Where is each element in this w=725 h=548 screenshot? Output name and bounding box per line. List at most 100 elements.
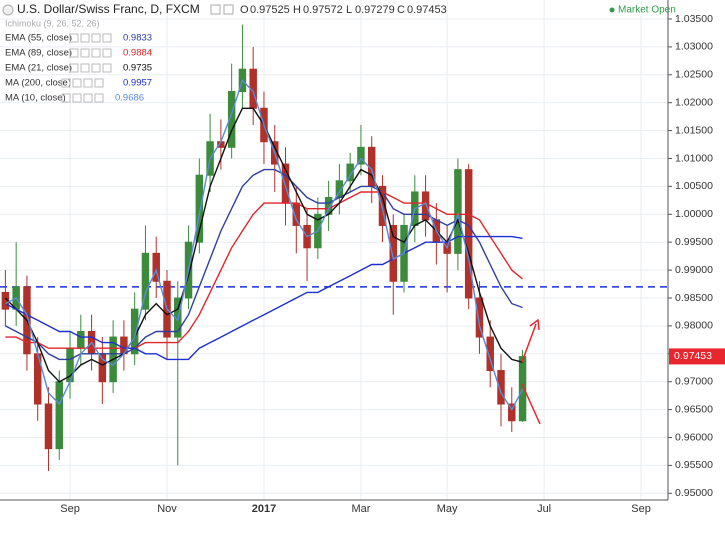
y-tick-label: 0.99500 [675,236,713,248]
candle-body [475,297,484,338]
arrow-up [521,323,537,363]
x-tick-label: Sep [631,503,651,515]
arrow-down [521,383,541,425]
chart-title: U.S. Dollar/Swiss Franc, D, FXCM [17,2,200,16]
candle-body [518,356,527,422]
legend-name: MA (200, close) [5,78,71,89]
legend-icon [69,63,79,73]
candle-body [152,252,160,282]
symbol-icon [2,4,14,16]
y-tick-label: 0.95500 [675,459,713,471]
price-tag-label: 0.97453 [674,350,712,362]
candle-body [454,169,462,254]
y-tick-label: 0.99000 [675,264,713,276]
y-tick-label: 1.03500 [675,13,713,25]
x-tick-label: Sep [60,503,80,515]
legend-value: 0.9735 [123,63,152,74]
arrow-head [529,318,540,331]
legend-name: EMA (55, close) [5,33,72,44]
legend-value: 0.9884 [123,48,152,59]
legend-name: MA (10, close) [5,93,66,104]
candle-body [77,330,85,349]
legend-icon [94,78,104,88]
inactive-indicator: Ichimoku (9, 26, 52, 26) [5,18,100,28]
candle-body [508,403,516,422]
price-tag [669,348,725,365]
indicator-line [5,235,523,361]
legend: U.S. Dollar/Swiss Franc, D, FXCM O 0.975… [2,2,676,104]
ohlc-label: C [397,4,405,16]
legend-icon [80,48,90,58]
legend-icon [83,93,93,103]
candle-body [464,169,473,299]
x-tick-label: May [437,503,458,515]
candle-body [98,353,107,383]
y-tick-label: 0.95000 [675,487,713,499]
y-tick-label: 1.00500 [675,180,713,192]
y-tick-label: 1.03000 [675,41,713,53]
candle-body [497,370,505,405]
legend-icon [61,93,71,103]
plot [0,24,668,471]
candle-body [486,336,494,372]
candle-body [227,91,236,148]
candle-body [55,381,63,450]
y-tick-label: 0.96500 [675,403,713,415]
legend-icon [80,63,90,73]
x-tick-label: Jul [537,503,551,515]
y-tick-label: 1.02500 [675,69,713,81]
legend-icon [69,33,79,43]
y-tick-label: 1.02000 [675,96,713,108]
legend-icon [72,78,82,88]
x-tick-label: Mar [351,503,370,515]
legend-icon [102,48,112,58]
status-dot [609,7,615,13]
legend-icon [102,33,112,43]
legend-icon [94,93,104,103]
legend-value: 0.9957 [123,78,152,89]
indicator-line [5,79,524,411]
legend-icon [69,48,79,58]
candle-body [44,403,53,450]
drawings [521,318,541,425]
y-tick-label: 1.00000 [675,208,713,220]
y-tick-label: 0.98500 [675,292,713,304]
legend-value: 0.9686 [115,93,144,104]
legend-name: EMA (21, close) [5,63,72,74]
candle-body [195,174,204,243]
candle-body [357,146,365,165]
x-tick-label: 2017 [252,503,276,515]
market-status: Market Open [618,5,676,16]
legend-icon [80,33,90,43]
x-tick-label: Nov [157,503,177,515]
candle-body [389,224,397,282]
y-tick-label: 1.01000 [675,152,713,164]
toolbar-icons [210,4,234,15]
candle-body [378,185,387,226]
y-tick-label: 1.01500 [675,124,713,136]
indicator-line [5,168,523,361]
legend-icon [72,93,82,103]
legend-icon [91,63,101,73]
ohlc-value: 0.97453 [407,4,447,16]
candle-body [346,163,354,182]
legend-icon [91,48,101,58]
legend-name: EMA (89, close) [5,48,72,59]
y-tick-label: 0.97000 [675,375,713,387]
y-tick-label: 0.96000 [675,431,713,443]
ohlc-label: H [293,4,301,16]
legend-icon [102,63,112,73]
y-tick-label: 0.98000 [675,320,713,332]
legend-icon [91,33,101,43]
indicator-line [5,191,523,349]
ohlc-value: 0.97279 [355,4,395,16]
candle-body [141,252,150,310]
legend-icon [61,78,71,88]
grid [0,0,668,500]
legend-icon [83,78,93,88]
ohlc-value: 0.97525 [250,4,290,16]
ohlc-label: L [346,4,352,16]
legend-value: 0.9833 [123,33,152,44]
